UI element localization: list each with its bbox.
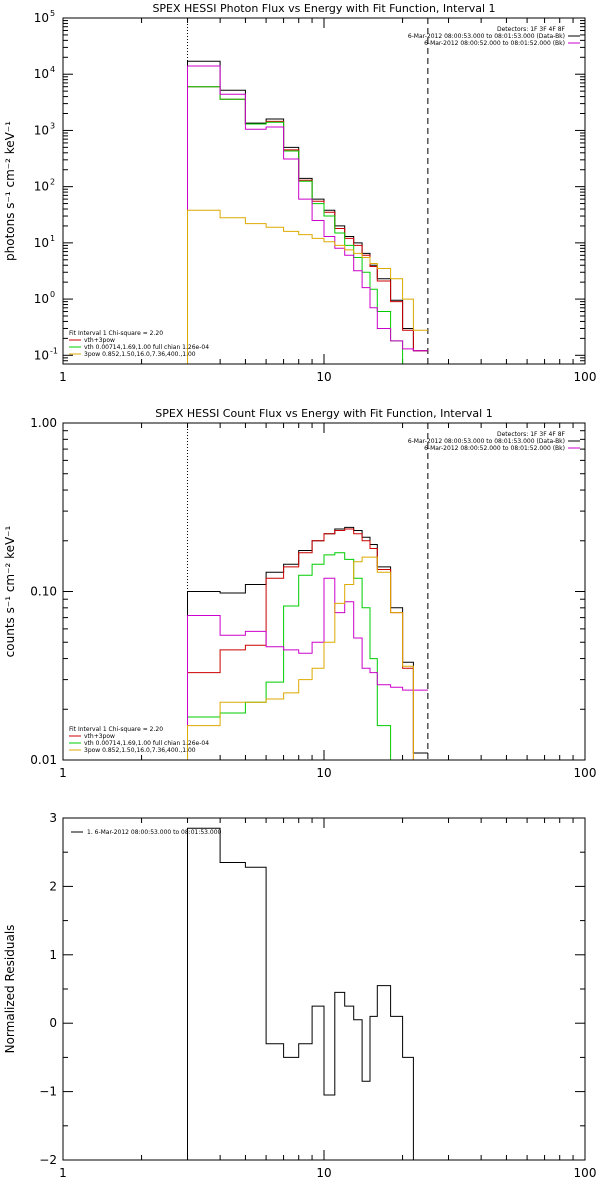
series-line-3 bbox=[187, 552, 428, 760]
y-tick-label: −1 bbox=[39, 1085, 57, 1099]
y-axis-label: photons s⁻¹ cm⁻² keV⁻¹ bbox=[3, 121, 17, 261]
y-tick-label: 3 bbox=[49, 811, 57, 825]
legend-entry-top-right: 6-Mar-2012 08:00:52.000 to 08:01:52.000 … bbox=[424, 445, 565, 452]
x-tick-label: 1 bbox=[59, 766, 67, 780]
y-tick-exponent: 4 bbox=[50, 65, 55, 74]
y-tick-label: 10 bbox=[34, 180, 49, 194]
legend-entry-bottom-left: 3pow 0.852,1.50,16.0,7.36,400.,1.00 bbox=[84, 747, 196, 754]
legend-entry-bottom-left: Fit Interval 1 Chi-square = 2.20 bbox=[69, 726, 163, 733]
legend-entry-bottom-left: Fit Interval 1 Chi-square = 2.20 bbox=[69, 330, 163, 337]
legend-entry-bottom-left: vth+3pow bbox=[84, 733, 115, 740]
series-line-1 bbox=[187, 60, 428, 364]
y-tick-exponent: 3 bbox=[50, 121, 55, 130]
legend-entry-bottom-left: vth 0.00714,1.69,1.00 full chian 1.26e-0… bbox=[84, 344, 209, 351]
series-line-4 bbox=[187, 65, 428, 364]
chart-panel-3: Normalized Residuals 1 10 100 −2 −1 0 1 2 3 1. 6-M… bbox=[3, 811, 596, 1180]
y-tick-label: 0 bbox=[49, 1016, 57, 1030]
x-tick-label: 10 bbox=[316, 370, 331, 384]
y-tick-label: 10 bbox=[34, 348, 49, 362]
series-line-4 bbox=[187, 577, 428, 760]
y-tick-exponent: -1 bbox=[50, 346, 58, 355]
series-line-2 bbox=[187, 528, 428, 760]
y-tick-label: 0.01 bbox=[30, 753, 57, 767]
y-tick-label: 10 bbox=[34, 123, 49, 137]
y-axis-label: counts s⁻¹ cm⁻² keV⁻¹ bbox=[3, 525, 17, 657]
y-tick-label: 2 bbox=[49, 879, 57, 893]
y-tick-exponent: 2 bbox=[50, 178, 55, 187]
plot-frame bbox=[62, 422, 586, 761]
y-tick-label: 1 bbox=[49, 948, 57, 962]
plot-frame bbox=[62, 17, 586, 365]
y-tick-label: 10 bbox=[34, 67, 49, 81]
series-line-5 bbox=[187, 209, 428, 364]
legend-entry-top-left: 1. 6-Mar-2012 08:00:53.000 to 08:01:53.0… bbox=[87, 829, 222, 836]
plot-frame bbox=[62, 817, 586, 1161]
y-tick-label: 10 bbox=[34, 292, 49, 306]
y-axis-label: Normalized Residuals bbox=[3, 925, 17, 1054]
series-line-5 bbox=[187, 556, 428, 760]
legend-entry-top-right: 6-Mar-2012 08:00:53.000 to 08:01:53.000 … bbox=[408, 438, 565, 445]
y-tick-label: −2 bbox=[39, 1153, 57, 1167]
legend-entry-bottom-left: vth+3pow bbox=[84, 337, 115, 344]
chart-title: SPEX HESSI Count Flux vs Energy with Fit… bbox=[155, 407, 492, 420]
x-tick-label: 10 bbox=[316, 1166, 331, 1180]
legend-entry-top-right: Detectors: 1F 3F 4F 8F bbox=[497, 26, 566, 33]
series-line-3 bbox=[187, 86, 428, 364]
chart-panel-2: SPEX HESSI Count Flux vs Energy with Fit… bbox=[3, 407, 596, 780]
legend-entry-bottom-left: vth 0.00714,1.69,1.00 full chian 1.26e-0… bbox=[84, 740, 209, 747]
x-tick-label: 100 bbox=[574, 370, 597, 384]
x-tick-label: 1 bbox=[59, 1166, 67, 1180]
y-tick-exponent: 0 bbox=[50, 290, 55, 299]
y-tick-exponent: 1 bbox=[50, 234, 55, 243]
series-line-1 bbox=[187, 827, 428, 1160]
chart-title: SPEX HESSI Photon Flux vs Energy with Fi… bbox=[152, 2, 495, 15]
legend-entry-bottom-left: 3pow 0.852,1.50,16.0,7.36,400.,1.00 bbox=[84, 351, 196, 358]
series-line-1 bbox=[187, 526, 428, 760]
x-tick-label: 100 bbox=[574, 766, 597, 780]
x-tick-label: 100 bbox=[574, 1166, 597, 1180]
y-tick-label: 1.00 bbox=[30, 416, 57, 430]
y-tick-label: 0.10 bbox=[30, 585, 57, 599]
legend-entry-top-right: Detectors: 1F 3F 4F 8F bbox=[497, 431, 566, 438]
x-tick-label: 10 bbox=[316, 766, 331, 780]
y-tick-exponent: 5 bbox=[50, 9, 55, 18]
legend-entry-top-right: 6-Mar-2012 08:00:52.000 to 08:01:52.000 … bbox=[424, 40, 565, 47]
series-line-2 bbox=[187, 86, 428, 364]
chart-panel-1: SPEX HESSI Photon Flux vs Energy with Fi… bbox=[3, 2, 596, 384]
y-tick-label: 10 bbox=[34, 236, 49, 250]
y-tick-label: 10 bbox=[34, 11, 49, 25]
legend-entry-top-right: 6-Mar-2012 08:00:53.000 to 08:01:53.000 … bbox=[408, 33, 565, 40]
x-tick-label: 1 bbox=[59, 370, 67, 384]
